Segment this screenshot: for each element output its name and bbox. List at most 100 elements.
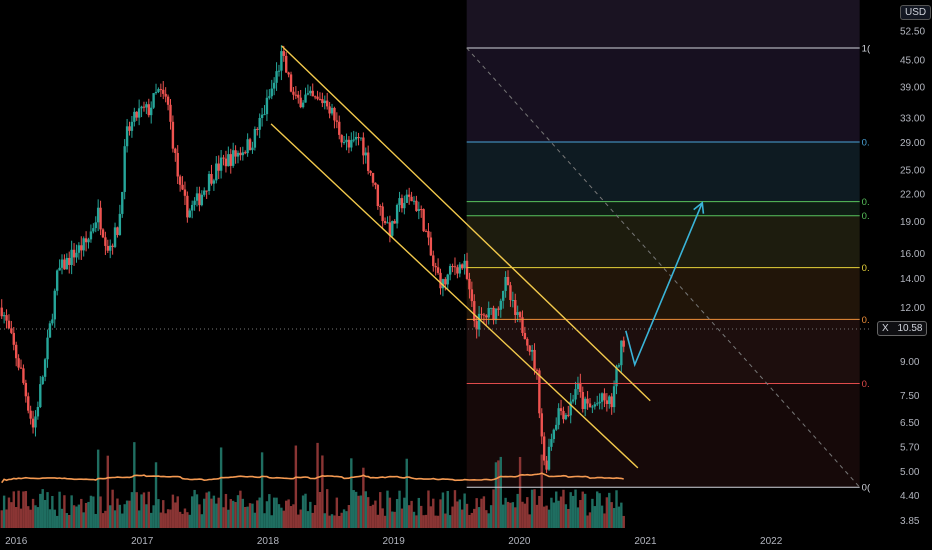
- fib-zone: [466, 215, 860, 268]
- candle-body: [335, 120, 339, 122]
- candle-body: [195, 193, 199, 201]
- price-tick-label: 5.00: [900, 467, 920, 478]
- candle-body: [29, 410, 32, 419]
- candle-body: [19, 367, 23, 369]
- volume-bar: [485, 510, 488, 528]
- volume-bar: [125, 500, 129, 528]
- volume-bar: [446, 490, 449, 528]
- volume-bar: [434, 515, 437, 528]
- candle-body: [540, 413, 543, 437]
- price-tick-label: 16.00: [900, 249, 925, 260]
- candle-body: [475, 321, 478, 330]
- volume-bar: [470, 512, 474, 528]
- volume-bar: [473, 508, 476, 528]
- candle-body: [555, 424, 558, 430]
- candle-body: [304, 94, 307, 103]
- volume-bar: [227, 509, 230, 528]
- candle-body: [354, 136, 358, 140]
- candle-body: [27, 396, 30, 411]
- candle-body: [451, 266, 454, 268]
- volume-moving-average: [1, 472, 624, 484]
- candle-body: [145, 104, 148, 108]
- volume-bar: [178, 511, 182, 528]
- volume-bar: [547, 509, 551, 528]
- candle-body: [188, 210, 191, 218]
- volume-bar: [338, 515, 341, 528]
- candle-body: [571, 399, 575, 402]
- price-tick-label: 19.00: [900, 217, 925, 228]
- volume-bar: [366, 497, 370, 528]
- candle-body: [328, 106, 331, 114]
- volume-bar: [130, 492, 134, 528]
- volume-bar: [229, 499, 232, 528]
- volume-bar: [612, 508, 616, 528]
- price-tick-label: 9.00: [900, 357, 920, 368]
- volume-bar: [400, 508, 404, 528]
- candle-body: [215, 163, 218, 181]
- candle-body: [277, 70, 281, 72]
- volume-bar: [164, 513, 167, 528]
- currency-label[interactable]: USD: [900, 5, 932, 20]
- candle-body: [383, 221, 387, 224]
- volume-bar: [7, 497, 11, 528]
- candle-body: [285, 55, 288, 73]
- descending-channel: [270, 45, 651, 469]
- volume-bar: [205, 492, 208, 528]
- candle-body: [92, 228, 95, 232]
- candle-body: [41, 376, 44, 385]
- candle-body: [207, 173, 211, 191]
- candle-body: [487, 307, 490, 318]
- volume-bar: [436, 515, 440, 528]
- fib-zone: [466, 141, 860, 202]
- price-tick-label: 45.00: [900, 56, 925, 67]
- candle-body: [610, 396, 613, 408]
- candle-body: [410, 196, 413, 202]
- volume-bar: [193, 489, 196, 528]
- volume-bar: [448, 515, 452, 528]
- candle-body: [588, 403, 592, 408]
- volume-bar: [53, 509, 56, 528]
- candle-body: [280, 51, 283, 71]
- candle-body: [386, 222, 389, 224]
- candle-body: [436, 267, 440, 273]
- volume-bar: [2, 495, 6, 528]
- volume-bar: [80, 498, 83, 528]
- volume-bar: [34, 505, 37, 528]
- volume-bar: [576, 507, 580, 528]
- volume-bar: [518, 456, 522, 528]
- candle-body: [622, 340, 625, 347]
- volume-bar: [562, 489, 565, 528]
- volume-bar: [152, 505, 155, 528]
- volume-bar: [133, 442, 136, 528]
- volume-bar: [248, 503, 252, 528]
- volume-bar: [215, 503, 218, 528]
- candle-body: [405, 194, 408, 203]
- volume-bar: [398, 490, 401, 528]
- candle-body: [244, 152, 247, 154]
- candle-body: [617, 365, 621, 367]
- candle-body: [72, 249, 76, 258]
- time-axis-ticks: 2016 2017 2018 2019 2020 2021 2022: [5, 536, 783, 547]
- candle-body: [55, 270, 59, 291]
- candle-body: [113, 227, 117, 247]
- candle-body: [58, 267, 61, 271]
- volume-bar: [552, 502, 556, 528]
- candle-body: [154, 91, 158, 94]
- candle-body: [34, 416, 37, 428]
- candle-body: [22, 368, 25, 383]
- channel-upper-line: [281, 45, 651, 402]
- volume-bar: [429, 506, 433, 528]
- candle-body: [137, 108, 141, 118]
- candle-body: [357, 136, 360, 138]
- candle-body: [234, 150, 237, 157]
- volume-bar: [422, 515, 425, 528]
- volume-bar: [87, 501, 90, 528]
- candle-body: [453, 266, 457, 268]
- candlesticks: [0, 45, 625, 473]
- candle-body: [420, 209, 423, 211]
- volume-bar: [456, 501, 459, 528]
- volume-bar: [405, 458, 408, 528]
- candle-body: [391, 221, 394, 236]
- volume-bar: [39, 493, 42, 528]
